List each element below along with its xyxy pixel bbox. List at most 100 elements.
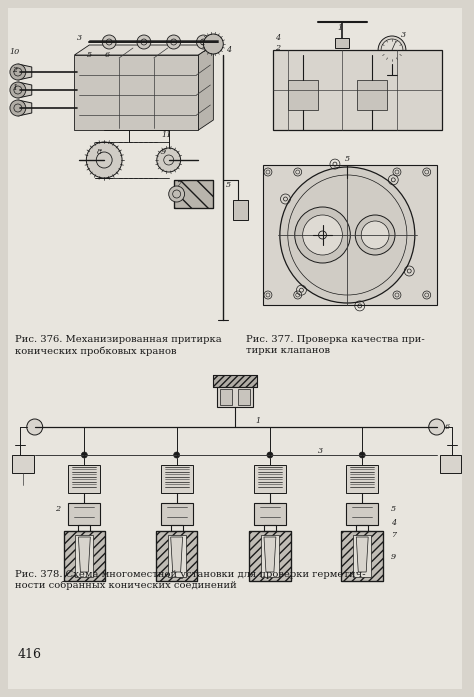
Bar bbox=[346, 465, 378, 493]
Text: 2: 2 bbox=[55, 505, 61, 513]
Circle shape bbox=[169, 186, 184, 202]
Text: 3: 3 bbox=[77, 34, 82, 42]
Text: 5: 5 bbox=[226, 181, 231, 189]
Polygon shape bbox=[18, 100, 32, 116]
Text: 3: 3 bbox=[318, 447, 323, 455]
Text: 9: 9 bbox=[391, 553, 396, 561]
Bar bbox=[249, 531, 291, 581]
Polygon shape bbox=[74, 45, 213, 55]
Bar bbox=[254, 465, 286, 493]
Text: 5: 5 bbox=[345, 155, 350, 163]
Circle shape bbox=[10, 100, 26, 116]
Bar bbox=[64, 531, 105, 581]
Circle shape bbox=[428, 419, 445, 435]
Circle shape bbox=[27, 419, 43, 435]
Circle shape bbox=[267, 452, 273, 458]
Bar bbox=[68, 465, 100, 493]
Circle shape bbox=[173, 452, 180, 458]
Bar bbox=[161, 503, 192, 525]
Bar bbox=[156, 531, 198, 581]
Text: 1: 1 bbox=[338, 24, 343, 32]
Bar bbox=[213, 375, 257, 387]
Polygon shape bbox=[18, 82, 32, 98]
Polygon shape bbox=[288, 80, 318, 110]
Polygon shape bbox=[199, 45, 213, 130]
Bar bbox=[173, 180, 213, 208]
Bar bbox=[346, 503, 378, 525]
Circle shape bbox=[295, 207, 350, 263]
Polygon shape bbox=[264, 537, 276, 572]
Polygon shape bbox=[356, 537, 368, 572]
Bar bbox=[220, 389, 232, 405]
Bar bbox=[341, 531, 383, 581]
Text: 4: 4 bbox=[391, 519, 396, 527]
Bar bbox=[440, 455, 462, 473]
Circle shape bbox=[167, 35, 181, 49]
Circle shape bbox=[303, 215, 342, 255]
Bar bbox=[156, 531, 198, 581]
Text: 11: 11 bbox=[162, 131, 172, 139]
Circle shape bbox=[137, 35, 151, 49]
Text: 2: 2 bbox=[275, 44, 281, 52]
Bar bbox=[273, 50, 442, 130]
Circle shape bbox=[197, 35, 210, 49]
Circle shape bbox=[86, 142, 122, 178]
Polygon shape bbox=[171, 537, 182, 572]
Text: Рис. 377. Проверка качества при-: Рис. 377. Проверка качества при- bbox=[246, 335, 425, 344]
Text: 9: 9 bbox=[161, 148, 166, 156]
Circle shape bbox=[381, 39, 403, 61]
Text: 4: 4 bbox=[275, 34, 281, 42]
Bar bbox=[238, 389, 250, 405]
Circle shape bbox=[356, 215, 395, 255]
Bar bbox=[75, 535, 93, 577]
Text: 1: 1 bbox=[12, 84, 18, 92]
Bar bbox=[249, 531, 291, 581]
Text: конических пробковых кранов: конических пробковых кранов bbox=[15, 346, 176, 355]
Text: тирки клапанов: тирки клапанов bbox=[246, 346, 330, 355]
Text: 6: 6 bbox=[445, 423, 450, 431]
Circle shape bbox=[82, 452, 87, 458]
Bar bbox=[213, 375, 257, 387]
Bar bbox=[336, 38, 349, 48]
Circle shape bbox=[102, 35, 116, 49]
Text: 8: 8 bbox=[97, 148, 102, 156]
Bar bbox=[254, 503, 286, 525]
Bar bbox=[168, 535, 186, 577]
Text: 7: 7 bbox=[391, 531, 396, 539]
Text: 10: 10 bbox=[10, 48, 20, 56]
Circle shape bbox=[157, 148, 181, 172]
Text: 416: 416 bbox=[18, 648, 42, 661]
Text: 5: 5 bbox=[391, 505, 396, 513]
Circle shape bbox=[280, 167, 415, 303]
Text: 2: 2 bbox=[12, 66, 18, 74]
Text: 5: 5 bbox=[87, 51, 92, 59]
Polygon shape bbox=[18, 64, 32, 80]
Polygon shape bbox=[357, 80, 387, 110]
Text: 7: 7 bbox=[176, 180, 181, 188]
Bar bbox=[233, 200, 248, 220]
Circle shape bbox=[10, 64, 26, 80]
Bar bbox=[218, 387, 253, 407]
Bar bbox=[173, 180, 213, 208]
Circle shape bbox=[10, 82, 26, 98]
Polygon shape bbox=[78, 537, 91, 572]
Bar bbox=[64, 531, 105, 581]
Polygon shape bbox=[74, 55, 199, 130]
Bar bbox=[161, 465, 192, 493]
Bar bbox=[12, 455, 34, 473]
Text: 1: 1 bbox=[255, 417, 260, 425]
Bar bbox=[263, 165, 437, 305]
Bar bbox=[68, 503, 100, 525]
Circle shape bbox=[361, 221, 389, 249]
Text: Рис. 376. Механизированная притирка: Рис. 376. Механизированная притирка bbox=[15, 335, 222, 344]
Bar bbox=[353, 535, 371, 577]
Bar bbox=[341, 531, 383, 581]
Text: 3: 3 bbox=[401, 31, 407, 39]
Text: Рис. 378. Схема многоместной установки для проверки герметич-: Рис. 378. Схема многоместной установки д… bbox=[15, 570, 365, 579]
Text: ности собранных конических соединений: ности собранных конических соединений bbox=[15, 581, 237, 590]
Text: 4: 4 bbox=[226, 46, 231, 54]
Circle shape bbox=[203, 34, 223, 54]
Circle shape bbox=[378, 36, 406, 64]
Circle shape bbox=[359, 452, 365, 458]
Bar bbox=[261, 535, 279, 577]
